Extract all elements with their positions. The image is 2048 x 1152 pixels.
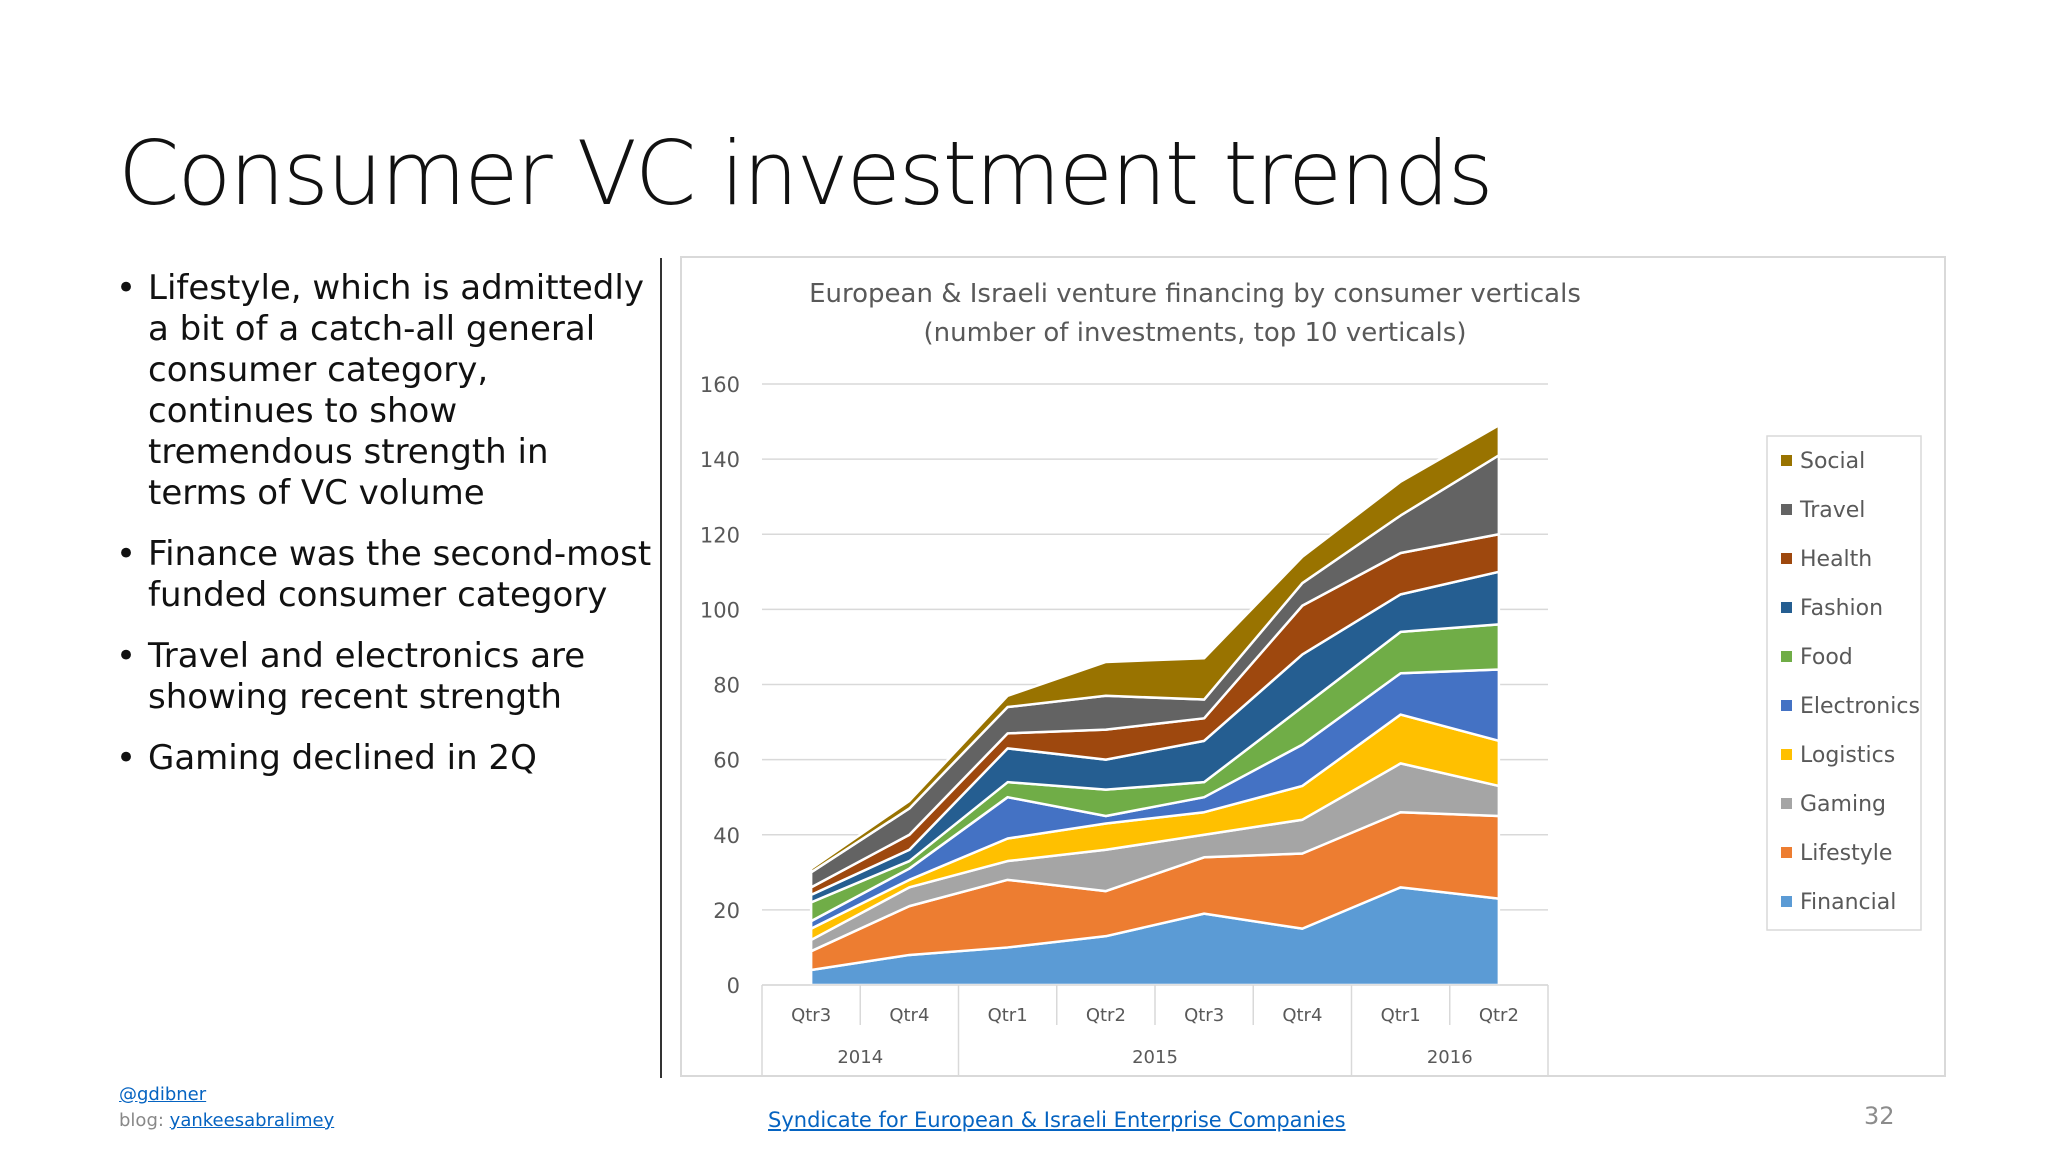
legend-swatch (1781, 896, 1792, 907)
legend-swatch (1781, 651, 1792, 662)
x-tick-label: Qtr3 (791, 1005, 831, 1026)
legend-entry: Electronics (1800, 694, 1920, 719)
chart-title: European & Israeli venture financing by … (809, 279, 1581, 309)
x-tick-label: Qtr2 (1086, 1005, 1126, 1026)
legend-entry: Financial (1800, 890, 1896, 915)
chart-container: European & Israeli venture financing by … (680, 256, 1946, 1077)
x-tick-label: Qtr1 (988, 1005, 1028, 1026)
y-tick-label: 0 (727, 974, 740, 998)
legend-swatch (1781, 700, 1792, 711)
chart-subtitle: (number of investments, top 10 verticals… (924, 318, 1467, 348)
x-tick-label: Qtr1 (1381, 1005, 1421, 1026)
y-tick-label: 140 (700, 448, 740, 472)
blog-prefix: blog: (119, 1110, 164, 1131)
chart-legend (1766, 435, 1922, 931)
legend-swatch (1781, 749, 1792, 760)
x-tick-label: Qtr2 (1479, 1005, 1519, 1026)
y-tick-label: 80 (713, 674, 740, 698)
x-tick-label: Qtr4 (1282, 1005, 1322, 1026)
legend-swatch (1781, 847, 1792, 858)
x-tick-label: Qtr4 (889, 1005, 929, 1026)
twitter-handle-link[interactable]: @gdibner (119, 1084, 207, 1105)
legend-entry: Food (1800, 645, 1853, 670)
bullet-item: Travel and electronics are showing recen… (112, 636, 652, 718)
legend-swatch (1781, 455, 1792, 466)
legend-swatch (1781, 798, 1792, 809)
bullet-item: Lifestyle, which is admittedly a bit of … (112, 268, 652, 514)
y-tick-label: 100 (700, 598, 740, 622)
legend-entry: Health (1800, 547, 1872, 572)
bullet-item: Gaming declined in 2Q (112, 738, 652, 779)
legend-swatch (1781, 602, 1792, 613)
legend-entry: Lifestyle (1800, 841, 1892, 866)
page-number: 32 (1864, 1102, 1895, 1130)
legend-entry: Fashion (1800, 596, 1883, 621)
y-tick-label: 120 (700, 523, 740, 547)
bullet-item: Finance was the second-most funded consu… (112, 534, 652, 616)
x-tick-label: Qtr3 (1184, 1005, 1224, 1026)
legend-entry: Travel (1799, 498, 1865, 523)
legend-swatch (1781, 553, 1792, 564)
vertical-divider (660, 258, 662, 1078)
blog-link[interactable]: yankeesabralimey (169, 1110, 335, 1131)
year-group-label: 2015 (1132, 1047, 1178, 1068)
area-social (809, 424, 1501, 874)
y-tick-label: 60 (713, 749, 740, 773)
stacked-area-chart: European & Israeli venture financing by … (700, 279, 1922, 1075)
source-link[interactable]: Syndicate for European & Israeli Enterpr… (768, 1108, 1346, 1132)
y-tick-label: 40 (713, 824, 740, 848)
slide-title: Consumer VC investment trends (118, 122, 1494, 225)
legend-swatch (1781, 504, 1792, 515)
y-tick-label: 20 (713, 899, 740, 923)
legend-entry: Social (1800, 449, 1865, 474)
year-group-label: 2016 (1427, 1047, 1473, 1068)
legend-entry: Logistics (1800, 743, 1895, 768)
bullet-list: Lifestyle, which is admittedly a bit of … (112, 268, 652, 799)
legend-entry: Gaming (1800, 792, 1886, 817)
y-tick-label: 160 (700, 373, 740, 397)
blog-line: blog: yankeesabralimey (119, 1110, 334, 1131)
year-group-label: 2014 (837, 1047, 883, 1068)
